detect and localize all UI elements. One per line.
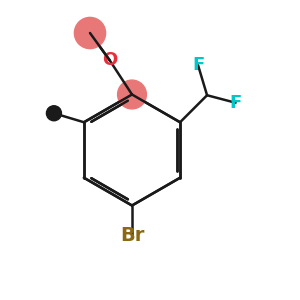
Text: F: F (192, 56, 204, 74)
Text: F: F (230, 94, 242, 112)
Circle shape (46, 106, 62, 121)
Text: Br: Br (120, 226, 144, 245)
Circle shape (118, 80, 146, 109)
Circle shape (74, 17, 106, 49)
Text: O: O (102, 51, 117, 69)
